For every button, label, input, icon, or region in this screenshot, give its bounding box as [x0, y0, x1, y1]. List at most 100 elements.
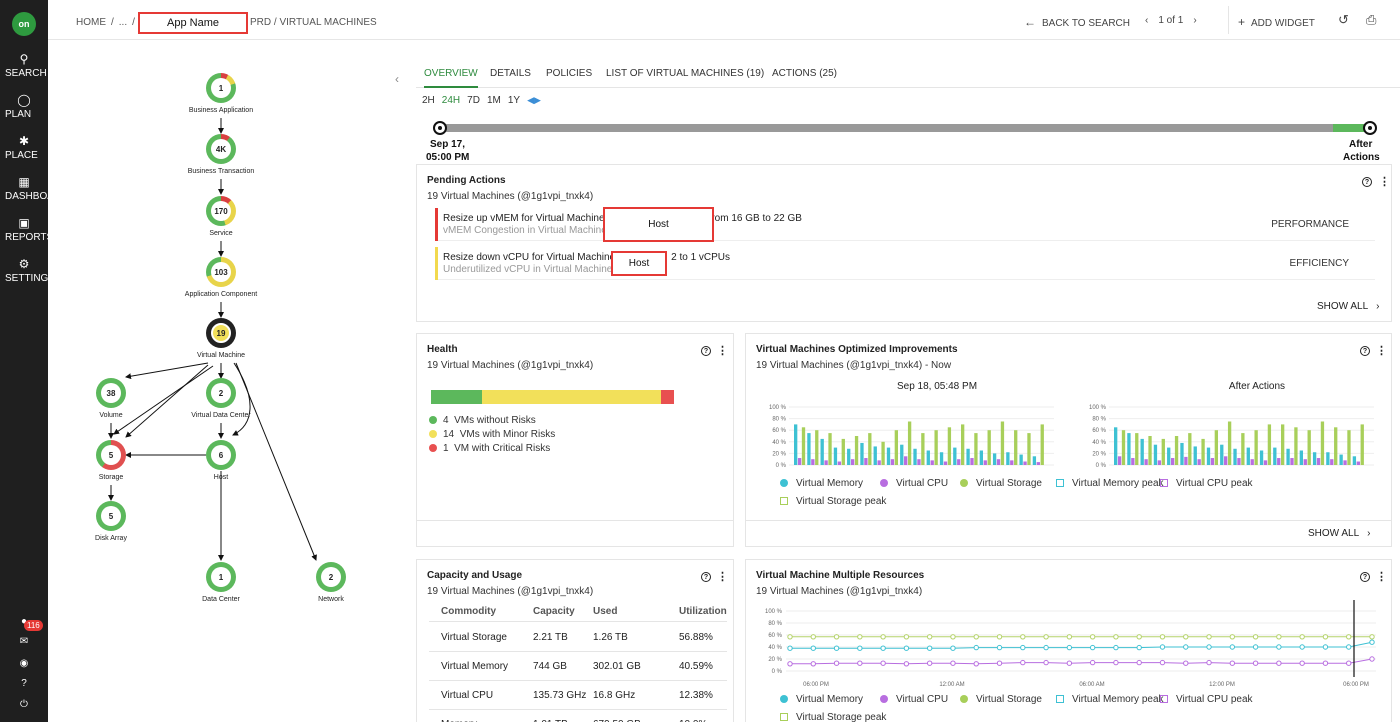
topology-node-volume[interactable]: 38 — [96, 378, 126, 408]
bar[interactable] — [873, 446, 877, 465]
data-point[interactable] — [1229, 660, 1236, 666]
legend-item[interactable]: Virtual Storage peak — [780, 712, 886, 722]
data-point[interactable] — [1206, 634, 1212, 640]
bar[interactable] — [1210, 458, 1215, 465]
bar[interactable] — [1127, 433, 1131, 465]
data-point[interactable] — [950, 634, 956, 640]
bar[interactable] — [1307, 430, 1311, 465]
data-point[interactable] — [1159, 644, 1166, 650]
topology-node-virtual-data-center[interactable]: 2 — [206, 378, 236, 408]
data-point[interactable] — [1369, 634, 1375, 640]
bar[interactable] — [1135, 433, 1139, 465]
bar[interactable] — [913, 448, 917, 465]
bar[interactable] — [1140, 438, 1144, 465]
data-point[interactable] — [787, 661, 793, 667]
bar[interactable] — [807, 433, 811, 465]
data-point[interactable] — [1276, 644, 1282, 650]
bar[interactable] — [987, 430, 991, 465]
add-widget-button[interactable]: + ADD WIDGET — [1238, 15, 1315, 29]
back-to-search-button[interactable]: ← BACK TO SEARCH — [1024, 15, 1130, 29]
bar[interactable] — [1174, 436, 1179, 465]
bar[interactable] — [1014, 430, 1018, 465]
bar[interactable] — [1347, 430, 1351, 465]
bar[interactable] — [1117, 456, 1122, 465]
data-point[interactable] — [1206, 644, 1212, 650]
bar[interactable] — [1201, 438, 1205, 465]
bar[interactable] — [877, 460, 881, 465]
bar[interactable] — [847, 448, 851, 465]
help-icon[interactable]: ? — [21, 678, 27, 689]
power-icon[interactable]: ⏻ — [20, 699, 28, 710]
data-point[interactable] — [1043, 634, 1049, 640]
topology-node-data-center[interactable]: 1 — [206, 562, 236, 592]
legend-item[interactable]: Virtual Memory — [780, 694, 863, 705]
data-point[interactable] — [880, 660, 886, 666]
bar[interactable] — [894, 430, 899, 465]
bar[interactable] — [811, 459, 815, 465]
help-icon[interactable]: ? — [701, 572, 711, 582]
data-point[interactable] — [996, 660, 1003, 666]
bar[interactable] — [1019, 454, 1023, 465]
bar[interactable] — [943, 461, 948, 465]
bar[interactable] — [850, 459, 855, 465]
data-point[interactable] — [903, 661, 910, 667]
data-point[interactable] — [1183, 660, 1189, 666]
bar[interactable] — [886, 447, 891, 465]
bar[interactable] — [930, 460, 934, 465]
bar[interactable] — [1170, 458, 1175, 465]
bar[interactable] — [1281, 424, 1285, 465]
data-point[interactable] — [973, 634, 979, 640]
bar[interactable] — [815, 430, 819, 465]
range-7d[interactable]: 7D — [467, 95, 480, 106]
more-icon[interactable]: ⋮ — [1379, 176, 1390, 188]
data-point[interactable] — [1136, 634, 1142, 640]
bar[interactable] — [881, 441, 885, 465]
logo[interactable]: on — [12, 12, 36, 36]
legend-item[interactable]: Virtual CPU — [880, 694, 948, 705]
bar[interactable] — [1250, 459, 1254, 465]
bar[interactable] — [1157, 460, 1162, 465]
bar[interactable] — [1006, 452, 1010, 465]
data-point[interactable] — [1229, 644, 1236, 650]
mail-icon[interactable]: ✉ — [19, 636, 29, 647]
nav-plan[interactable]: ◯ PLAN — [0, 93, 48, 120]
data-point[interactable] — [1346, 660, 1352, 666]
topology-node-network[interactable]: 2 — [316, 562, 346, 592]
data-point[interactable] — [857, 634, 863, 640]
help-icon[interactable]: ? — [1362, 177, 1372, 187]
data-point[interactable] — [1252, 634, 1259, 640]
data-point[interactable] — [810, 661, 816, 667]
bar[interactable] — [926, 450, 930, 466]
data-point[interactable] — [1113, 644, 1119, 651]
data-point[interactable] — [1369, 639, 1375, 645]
bar[interactable] — [1036, 462, 1040, 465]
data-point[interactable] — [926, 660, 933, 666]
bar[interactable] — [1000, 421, 1005, 466]
legend-item[interactable]: Virtual Storage — [960, 478, 1042, 489]
bar[interactable] — [837, 461, 842, 465]
bar[interactable] — [1206, 447, 1211, 465]
nav-settings[interactable]: ⚙ SETTINGS — [0, 257, 55, 284]
bar[interactable] — [1237, 458, 1241, 465]
bar[interactable] — [828, 433, 832, 465]
bar[interactable] — [824, 460, 828, 465]
bar[interactable] — [801, 427, 806, 465]
bar[interactable] — [1352, 456, 1357, 465]
bar[interactable] — [1334, 427, 1338, 465]
data-point[interactable] — [1020, 634, 1026, 640]
topology-node-virtual-machine[interactable]: 19 — [206, 318, 236, 348]
data-point[interactable] — [1322, 634, 1329, 640]
bar[interactable] — [996, 459, 1001, 465]
data-point[interactable] — [1113, 634, 1119, 640]
bar[interactable] — [1148, 436, 1152, 465]
data-point[interactable] — [996, 634, 1003, 640]
legend-item[interactable]: Virtual CPU — [880, 478, 948, 489]
topology-node-business-application[interactable]: 1 — [206, 73, 236, 103]
bar[interactable] — [983, 460, 987, 465]
data-point[interactable] — [1043, 659, 1049, 666]
data-point[interactable] — [810, 645, 816, 651]
bar[interactable] — [1220, 444, 1224, 465]
bar[interactable] — [841, 438, 845, 465]
data-point[interactable] — [1066, 644, 1073, 651]
bar[interactable] — [1153, 444, 1158, 465]
